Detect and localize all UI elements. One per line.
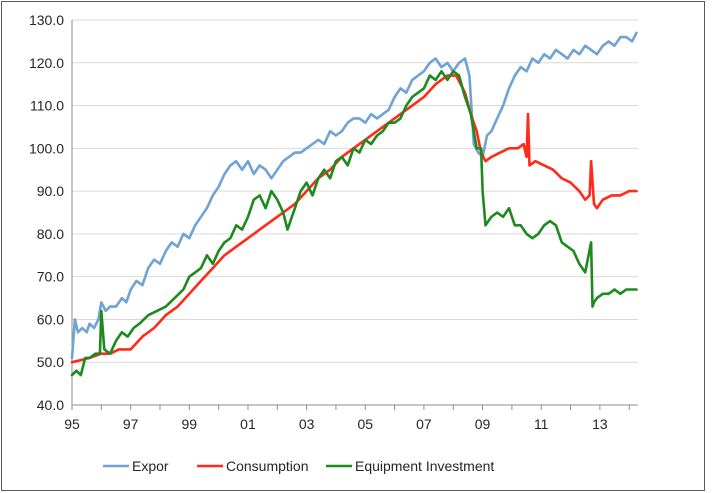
x-tick-label: 99	[182, 416, 198, 432]
y-tick-label: 90.0	[37, 183, 64, 199]
chart-frame	[1, 1, 705, 491]
y-tick-label: 40.0	[37, 397, 64, 413]
y-tick-label: 120.0	[29, 55, 64, 71]
y-tick-label: 50.0	[37, 354, 64, 370]
y-tick-label: 110.0	[30, 98, 64, 114]
legend: Expor Consumption Equipment Investment	[103, 458, 494, 474]
x-tick-label: 09	[475, 416, 491, 432]
x-axis-ticks: 95 97 99 01 03 05 07 09 11 13	[64, 416, 608, 432]
series-lines	[70, 31, 638, 377]
x-tick-label: 01	[240, 416, 256, 432]
y-tick-label: 80.0	[37, 226, 64, 242]
x-tick-label: 95	[64, 416, 80, 432]
y-tick-label: 100.0	[29, 140, 64, 156]
x-tick-label: 03	[299, 416, 315, 432]
axes	[71, 20, 638, 410]
y-axis-ticks: 40.0 50.0 60.0 70.0 80.0 90.0 100.0 110.0 120.0 1…	[29, 12, 64, 413]
legend-label: Expor	[132, 458, 169, 474]
x-tick-label: 97	[123, 416, 139, 432]
y-tick-label: 60.0	[37, 311, 64, 327]
y-tick-label: 130.0	[29, 12, 64, 28]
series-line-3	[70, 70, 638, 377]
legend-label: Consumption	[226, 458, 309, 474]
x-tick-label: 13	[592, 416, 608, 432]
series-line-1	[70, 31, 638, 360]
x-tick-label: 07	[416, 416, 432, 432]
y-tick-label: 70.0	[37, 269, 64, 285]
legend-label: Equipment Investment	[355, 458, 494, 474]
series-line-2	[70, 74, 638, 364]
x-tick-label: 11	[534, 416, 549, 432]
x-tick-label: 05	[357, 416, 373, 432]
